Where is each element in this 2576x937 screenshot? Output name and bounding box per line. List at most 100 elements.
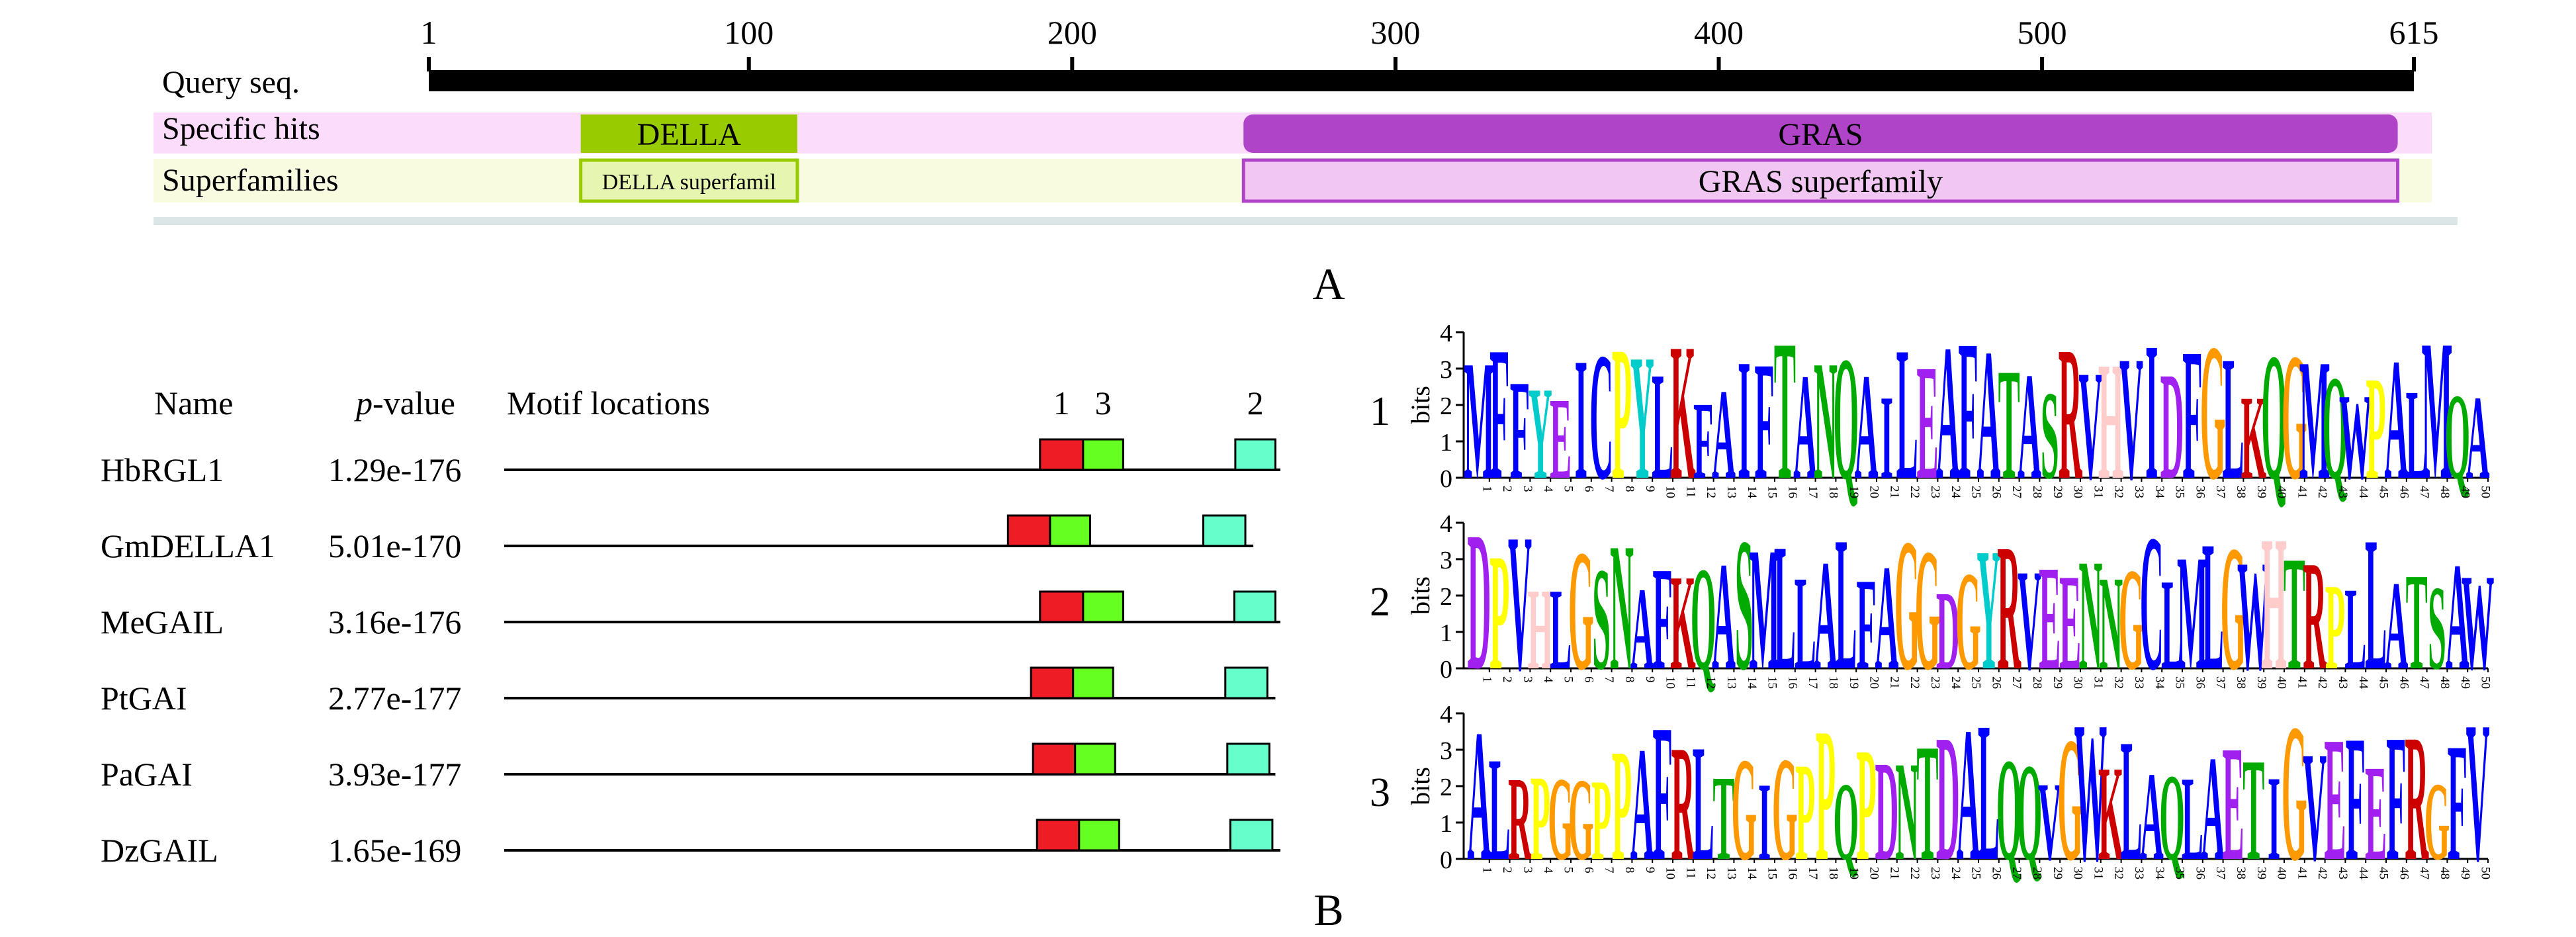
logo-letter: A bbox=[1957, 688, 1980, 901]
logo-letter: A bbox=[1936, 304, 1960, 520]
logo-position-label: 24 bbox=[1949, 486, 1963, 499]
logo-position-label: 38 bbox=[2234, 676, 2248, 689]
logo-letter: I bbox=[1575, 322, 1587, 516]
motif-row[interactable]: PtGAI 2.77e-177 bbox=[101, 666, 1276, 717]
motif-1-box[interactable] bbox=[1030, 666, 1075, 699]
logo-position-label: 49 bbox=[2458, 486, 2472, 498]
logo-position-label: 22 bbox=[1908, 676, 1922, 689]
logo-letter: Q bbox=[2444, 369, 2470, 505]
motif-1-box[interactable] bbox=[1032, 742, 1077, 776]
logo-letter: P bbox=[1795, 734, 1815, 889]
logo-letter: A bbox=[1467, 691, 1491, 900]
logo-position-label: 28 bbox=[2030, 867, 2044, 879]
motif-3-box[interactable] bbox=[1049, 514, 1091, 547]
logo-position-label: 41 bbox=[2295, 486, 2309, 498]
motif-3-box[interactable] bbox=[1082, 438, 1124, 471]
logo-position-label: 45 bbox=[2377, 676, 2391, 689]
logo-position-label: 38 bbox=[2234, 867, 2248, 879]
motif-3-box[interactable] bbox=[1078, 819, 1120, 852]
logo-position-label: 43 bbox=[2336, 676, 2350, 689]
logo-position-label: 47 bbox=[2417, 867, 2431, 879]
motif-row[interactable]: MeGAIL 3.16e-176 bbox=[101, 590, 1280, 641]
motif-row[interactable]: DzGAIL 1.65e-169 bbox=[101, 819, 1280, 869]
specific-hit-label: DELLA bbox=[637, 117, 742, 152]
logo-letter: C bbox=[1589, 315, 1613, 517]
motif-row[interactable]: GmDELLA1 5.01e-170 bbox=[101, 514, 1254, 564]
logo-position-label: 27 bbox=[2010, 486, 2023, 498]
logo-letter: A bbox=[1793, 342, 1817, 512]
superfamily-box[interactable] bbox=[1241, 158, 2400, 203]
logo-letter: Q bbox=[2261, 316, 2287, 517]
logo-position-label: 39 bbox=[2254, 676, 2268, 689]
logo-position-label: 19 bbox=[1847, 486, 1861, 498]
logo-position-label: 10 bbox=[1664, 486, 1677, 498]
logo-position-label: 27 bbox=[2010, 676, 2023, 689]
panel-b-label: B bbox=[1313, 885, 1343, 935]
logo-letter: A bbox=[2466, 371, 2490, 504]
logo-position-label: 6 bbox=[1581, 486, 1595, 492]
logo-letter: P bbox=[1856, 715, 1876, 895]
logo-letter: W bbox=[2339, 369, 2372, 505]
logo-position-label: 16 bbox=[1785, 676, 1799, 689]
logo-letter: N bbox=[1814, 326, 1838, 515]
motif-3-box[interactable] bbox=[1072, 666, 1114, 699]
logo-letter: L bbox=[2406, 363, 2428, 506]
logo-letter: G bbox=[2424, 760, 2450, 884]
logo-position-label: 19 bbox=[1847, 676, 1861, 689]
motif-3-box[interactable] bbox=[1074, 742, 1116, 776]
motif-2-box[interactable] bbox=[1229, 819, 1274, 852]
logo-letter: S bbox=[1592, 537, 1611, 700]
sequence-pvalue: 3.93e-177 bbox=[328, 756, 461, 793]
logo-y-tick-label: 1 bbox=[1440, 619, 1452, 647]
logo-position-label: 36 bbox=[2193, 867, 2207, 879]
motif-1-box[interactable] bbox=[1039, 590, 1085, 623]
logo-letter: F bbox=[1958, 300, 1978, 522]
logo-position-label: 21 bbox=[1887, 486, 1901, 498]
superfamily-box[interactable] bbox=[579, 158, 799, 203]
logo-letter: A bbox=[1855, 342, 1879, 512]
logo-position-label: 3 bbox=[1521, 867, 1534, 873]
motif-2-box[interactable] bbox=[1202, 514, 1247, 547]
specific-hit-gras[interactable] bbox=[1243, 114, 2398, 153]
motif-3-box[interactable] bbox=[1082, 590, 1124, 623]
logo-position-label: 43 bbox=[2336, 486, 2350, 498]
logo-position-label: 44 bbox=[2356, 676, 2370, 690]
logo-position-label: 45 bbox=[2377, 867, 2391, 879]
logo-position-label: 5 bbox=[1562, 867, 1576, 873]
logo-position-label: 29 bbox=[2051, 676, 2065, 689]
ruler-tick-label: 500 bbox=[2018, 14, 2067, 51]
motif-2-box[interactable] bbox=[1226, 742, 1270, 776]
logo-y-tick-label: 0 bbox=[1440, 846, 1452, 874]
query-sequence-bar bbox=[429, 70, 2414, 91]
logo-position-label: 14 bbox=[1745, 867, 1759, 880]
logo-position-label: 19 bbox=[1847, 867, 1861, 879]
logo-position-label: 47 bbox=[2417, 676, 2431, 689]
motif-row[interactable]: PaGAI 3.93e-177 bbox=[101, 742, 1276, 793]
logo-letter: F bbox=[1510, 350, 1530, 509]
logo-letter: Q bbox=[1833, 320, 1859, 517]
logo-letter: I bbox=[2145, 302, 2158, 521]
name-column-header: Name bbox=[154, 384, 233, 422]
logo-letter: A bbox=[1712, 362, 1736, 506]
query-seq-label: Query seq. bbox=[162, 65, 300, 100]
logo-position-label: 17 bbox=[1806, 867, 1820, 879]
logo-letter: Q bbox=[1996, 727, 2022, 891]
logo-position-label: 12 bbox=[1704, 486, 1718, 498]
motif-1-box[interactable] bbox=[1036, 819, 1081, 852]
motif-1-box[interactable] bbox=[1039, 438, 1085, 471]
logo-letter: A bbox=[1976, 311, 2000, 519]
specific-hit-della[interactable] bbox=[580, 114, 798, 153]
sequence-name: GmDELLA1 bbox=[101, 527, 275, 564]
motif-2-box[interactable] bbox=[1233, 590, 1276, 623]
superfamilies-label: Superfamilies bbox=[162, 163, 339, 198]
motif-2-box[interactable] bbox=[1224, 666, 1268, 699]
motif-2-box[interactable] bbox=[1234, 438, 1276, 471]
logo-position-label: 45 bbox=[2377, 486, 2391, 498]
pvalue-italic-p: p bbox=[354, 384, 373, 422]
logo-position-label: 3 bbox=[1521, 486, 1534, 492]
motif-1-box[interactable] bbox=[1006, 514, 1051, 547]
sequence-pvalue: 3.16e-176 bbox=[328, 603, 461, 641]
motif-locations-header: Motif locations bbox=[507, 384, 710, 422]
motif-row[interactable]: HbRGL1 1.29e-176 bbox=[101, 438, 1280, 488]
